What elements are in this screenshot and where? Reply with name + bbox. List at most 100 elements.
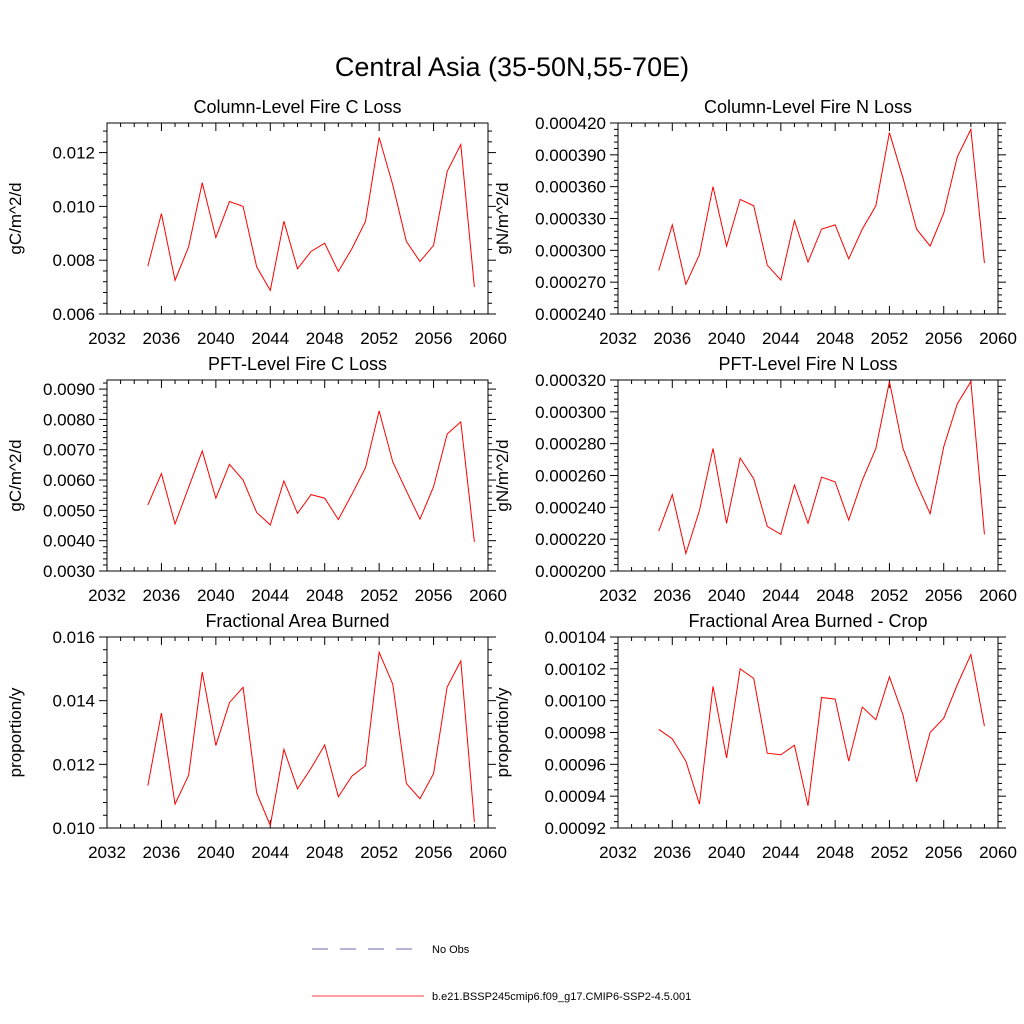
plot-frame [617,379,999,572]
y-axis-label: proportion/y [6,687,25,777]
panel-2: PFT-Level Fire C Loss gC/m^2/d 2032 2036 204… [6,354,507,605]
series-line [658,652,985,806]
y-tick-label: 0.016 [52,628,95,647]
y-tick-label: 0.000360 [535,178,606,197]
x-tick-label: 2052 [871,329,909,348]
x-tick-label: 2044 [762,586,800,605]
x-tick-label: 2044 [762,329,800,348]
x-tick-label: 2036 [143,586,181,605]
legend-label-no-obs: No Obs [432,944,470,956]
x-tick-label: 2040 [197,843,235,862]
panel-title: PFT-Level Fire C Loss [208,354,387,374]
y-tick-label: 0.000300 [535,403,606,422]
y-tick-label: 0.000280 [535,435,606,454]
x-tick-label: 2056 [925,843,963,862]
y-axis-label: gC/m^2/d [6,439,25,511]
x-tick-label: 2036 [143,843,181,862]
x-tick-label: 2060 [979,586,1017,605]
x-tick-label: 2036 [653,843,691,862]
series-line [147,410,475,542]
y-tick-label: 0.0060 [43,471,95,490]
x-tick-label: 2052 [871,586,909,605]
y-tick-label: 0.012 [52,755,95,774]
x-tick-label: 2044 [762,843,800,862]
x-tick-label: 2036 [653,329,691,348]
panel-title: Column-Level Fire N Loss [704,97,912,117]
x-tick-label: 2044 [251,586,289,605]
panel-title: Fractional Area Burned [205,611,389,631]
y-axis-label: gN/m^2/d [493,182,512,254]
y-tick-label: 0.000420 [535,114,606,133]
panel-title: Column-Level Fire C Loss [193,97,401,117]
x-tick-label: 2048 [816,329,854,348]
x-tick-label: 2040 [708,586,746,605]
series-line [147,137,475,292]
legend: No Obs b.e21.BSSP245cmip6.f09_g17.CMIP6-… [312,944,691,1003]
y-tick-label: 0.000220 [535,530,606,549]
y-axis-label: gC/m^2/d [6,182,25,254]
x-tick-label: 2036 [143,329,181,348]
panel-3: PFT-Level Fire N Loss gN/m^2/d 2032 2036 204… [493,354,1017,605]
panel-1: Column-Level Fire N Loss gN/m^2/d 2032 2036… [493,97,1017,348]
y-tick-label: 0.0070 [43,441,95,460]
y-tick-label: 0.000300 [535,241,606,260]
y-tick-label: 0.000320 [535,371,606,390]
x-tick-label: 2040 [197,329,235,348]
x-tick-label: 2052 [360,843,398,862]
x-tick-label: 2032 [599,843,637,862]
x-tick-label: 2040 [708,843,746,862]
y-tick-label: 0.000270 [535,273,606,292]
x-tick-label: 2060 [979,843,1017,862]
x-tick-label: 2056 [925,586,963,605]
legend-label-model: b.e21.BSSP245cmip6.f09_g17.CMIP6-SSP2-4.… [432,991,691,1003]
y-tick-label: 0.000240 [535,305,606,324]
panel-title: Fractional Area Burned - Crop [688,611,927,631]
y-tick-label: 0.0080 [43,410,95,429]
y-tick-label: 0.000240 [535,498,606,517]
plot-frame [617,636,999,829]
panel-4: Fractional Area Burned proportion/y 2032 20… [6,611,507,862]
y-tick-label: 0.012 [52,144,95,163]
y-tick-label: 0.00100 [545,692,606,711]
x-tick-label: 2056 [415,329,453,348]
y-tick-label: 0.0040 [43,532,95,551]
y-tick-label: 0.00104 [545,628,606,647]
x-tick-label: 2048 [306,586,344,605]
y-tick-label: 0.0090 [43,380,95,399]
series-line [658,127,985,286]
x-tick-label: 2048 [306,843,344,862]
y-tick-label: 0.000200 [535,562,606,581]
x-tick-label: 2056 [415,843,453,862]
y-tick-label: 0.000260 [535,467,606,486]
series-line [147,650,475,828]
series-line [658,380,985,556]
x-tick-label: 2032 [88,586,126,605]
y-tick-label: 0.008 [52,251,95,270]
x-tick-label: 2052 [871,843,909,862]
y-tick-label: 0.0030 [43,562,95,581]
x-tick-label: 2032 [599,586,637,605]
x-tick-label: 2036 [653,586,691,605]
x-tick-label: 2052 [360,586,398,605]
y-tick-label: 0.0050 [43,501,95,520]
x-tick-label: 2032 [599,329,637,348]
y-tick-label: 0.00092 [545,819,606,838]
y-tick-label: 0.000330 [535,210,606,229]
x-tick-label: 2048 [306,329,344,348]
y-tick-label: 0.010 [52,819,95,838]
x-tick-label: 2060 [469,843,507,862]
y-tick-label: 0.00102 [545,660,606,679]
x-tick-label: 2048 [816,843,854,862]
x-tick-label: 2056 [925,329,963,348]
y-tick-label: 0.00098 [545,724,606,743]
x-tick-label: 2044 [251,843,289,862]
y-axis-label: gN/m^2/d [493,439,512,511]
x-tick-label: 2044 [251,329,289,348]
x-tick-label: 2052 [360,329,398,348]
plot-frame [106,379,489,572]
panel-0: Column-Level Fire C Loss gC/m^2/d 2032 2036… [6,97,507,348]
y-axis-label: proportion/y [493,687,512,777]
y-tick-label: 0.00094 [545,787,606,806]
x-tick-label: 2060 [979,329,1017,348]
